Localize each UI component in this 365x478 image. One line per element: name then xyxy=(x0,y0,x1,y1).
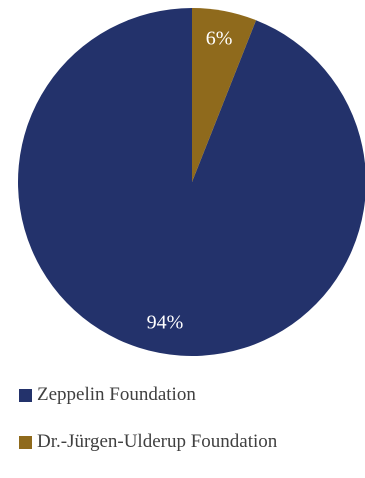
legend-swatch-ulderup-foundation xyxy=(19,435,32,449)
legend: Zeppelin Foundation Dr.-Jürgen-Ulderup F… xyxy=(19,384,365,478)
pie-slice-1 xyxy=(18,8,365,356)
pie-chart: 94% 6% xyxy=(18,8,365,356)
pie-data-labels: 94% 6% xyxy=(147,28,233,334)
legend-swatch-zeppelin-foundation xyxy=(19,388,32,402)
pie-slices xyxy=(18,8,365,356)
pie-data-label-1: 94% xyxy=(147,311,184,333)
legend-item-zeppelin-foundation: Zeppelin Foundation xyxy=(19,384,365,406)
legend-label-zeppelin-foundation: Zeppelin Foundation xyxy=(37,384,196,405)
legend-label-ulderup-foundation: Dr.-Jürgen-Ulderup Foundation xyxy=(37,431,278,452)
pie-slice-2 xyxy=(192,8,257,182)
pie-data-label-2: 6% xyxy=(206,28,233,50)
legend-item-ulderup-foundation: Dr.-Jürgen-Ulderup Foundation xyxy=(19,431,365,453)
